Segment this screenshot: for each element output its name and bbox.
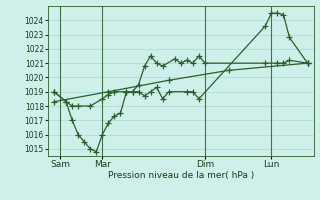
- X-axis label: Pression niveau de la mer( hPa ): Pression niveau de la mer( hPa ): [108, 171, 254, 180]
